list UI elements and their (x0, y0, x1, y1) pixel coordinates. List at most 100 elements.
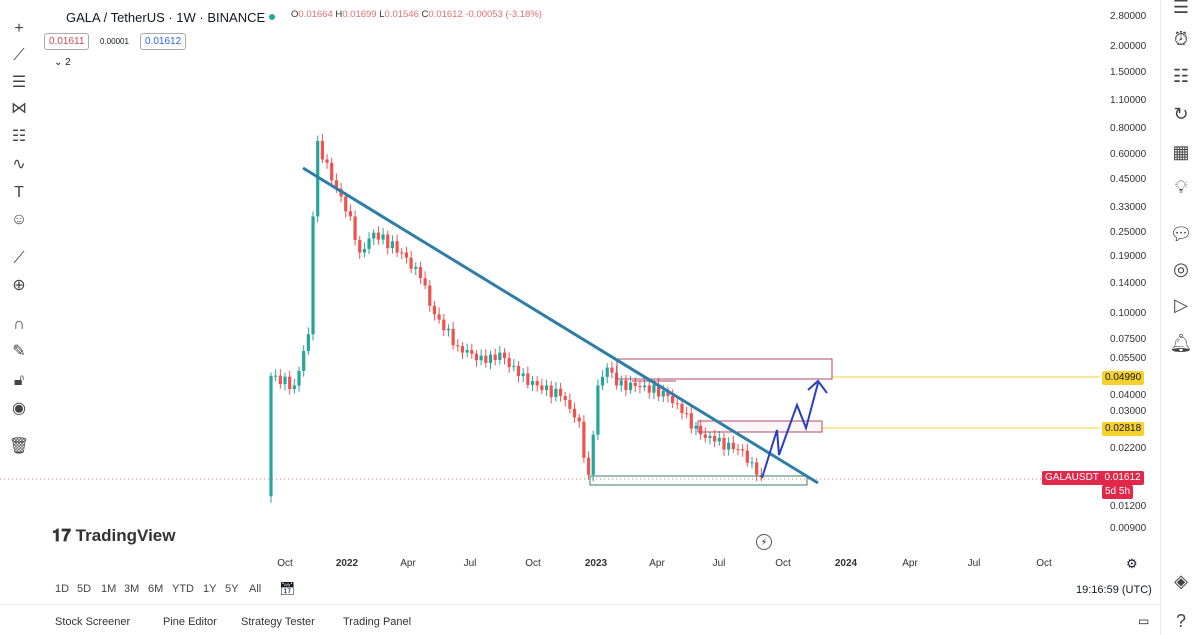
ruler-icon[interactable]: ⟋ (13, 250, 25, 267)
toolbar-divider (1160, 0, 1161, 635)
range-3m[interactable]: 3M (124, 583, 140, 595)
emoji-icon[interactable]: ☺ (10, 211, 28, 228)
candle-body (493, 354, 497, 360)
range-ytd[interactable]: YTD (172, 583, 194, 595)
hotlist-icon[interactable]: ↻ (1173, 104, 1189, 124)
candle-body (395, 241, 399, 253)
candle-body (722, 437, 726, 450)
utc-clock[interactable]: 19:16:59 (UTC) (1076, 584, 1152, 596)
l-label: L (379, 9, 385, 20)
price-label: 0.05500 (1110, 352, 1147, 364)
streams-icon[interactable]: ◎ (1173, 259, 1189, 279)
candle-body (292, 385, 296, 390)
calendar-icon[interactable]: ▦ (1172, 142, 1190, 162)
candle-body (507, 358, 511, 368)
price-label: 1.50000 (1110, 66, 1147, 78)
candle-body (535, 381, 539, 386)
trendline-icon[interactable]: ⟋ (13, 47, 25, 64)
time-label: Apr (400, 558, 416, 569)
close-value: 0.01612 (428, 9, 463, 20)
text-icon[interactable]: T (14, 184, 24, 201)
price-chart[interactable] (0, 0, 1100, 550)
watchlist-icon[interactable]: ☰ (1172, 0, 1190, 17)
candle-body (600, 376, 605, 386)
layers-icon[interactable]: ◈ (1174, 571, 1188, 591)
eye-icon[interactable]: ◉ (12, 400, 26, 417)
candle-body (666, 390, 670, 396)
price-label: 0.00900 (1110, 522, 1147, 534)
candle-body (386, 234, 390, 249)
magnet-icon[interactable]: ∩ (13, 316, 25, 333)
ideas-icon[interactable]: 💡︎ (1174, 177, 1188, 197)
range-6m[interactable]: 6M (148, 583, 164, 595)
range-1y[interactable]: 1Y (203, 583, 217, 595)
price-label: 0.01200 (1110, 501, 1147, 513)
prediction-icon[interactable]: ☷ (11, 128, 27, 145)
resistance-box-2 (697, 420, 823, 433)
logo-text: TradingView (75, 526, 176, 545)
range-1m[interactable]: 1M (101, 583, 117, 595)
pattern-icon[interactable]: ⋈ (11, 100, 27, 117)
indicators-toggle[interactable]: ⌄ 2 (54, 57, 71, 68)
last-price: 0.01612 (1104, 472, 1141, 483)
alarm-icon[interactable]: ⏰︎ (1173, 29, 1189, 49)
candle-body (568, 400, 572, 409)
candle-body (582, 421, 586, 458)
divider (0, 604, 1160, 605)
zoom-in-icon[interactable]: ⊕ (12, 277, 26, 294)
candle-body (736, 449, 740, 451)
trash-icon[interactable]: 🗑︎ (8, 438, 30, 455)
ohlc-values: O0.01664 H0.01699 L0.01546 C0.01612 -0.0… (291, 9, 542, 20)
tab-trading-panel[interactable]: Trading Panel (343, 616, 412, 628)
buy-price-button[interactable]: 0.01612 (140, 33, 187, 50)
projection-arrow (761, 382, 819, 479)
o-label: O (291, 9, 299, 20)
candle-body (320, 140, 324, 160)
data-window-icon[interactable]: ☷ (1172, 66, 1190, 86)
time-label: Oct (277, 558, 293, 569)
bar-countdown: 5d 5h (1102, 485, 1134, 499)
broadcast-icon[interactable]: ▷ (1174, 295, 1188, 315)
candle-body (512, 365, 516, 368)
range-5y[interactable]: 5Y (225, 583, 239, 595)
range-1d[interactable]: 1D (55, 583, 70, 595)
maximize-panel-icon[interactable]: ▭ (1138, 614, 1150, 628)
candle-body (297, 370, 301, 386)
range-all[interactable]: All (249, 583, 262, 595)
chat-icon[interactable]: 💬︎ (1169, 224, 1193, 244)
help-icon[interactable]: ? (1175, 611, 1186, 631)
lock-icon[interactable]: 🔓︎ (13, 372, 25, 389)
time-label: 2023 (584, 558, 608, 569)
settings-gear-icon[interactable]: ⚙ (1126, 556, 1138, 571)
candle-body (451, 328, 455, 346)
candle-body (442, 319, 446, 331)
tab-stock-screener[interactable]: Stock Screener (55, 616, 131, 628)
lock-drawing-icon[interactable]: ✎ (12, 343, 26, 360)
lightning-icon[interactable]: ⚡︎ (756, 534, 772, 550)
arrowhead-icon (807, 379, 828, 394)
date-range-calendar-icon[interactable]: 📅︎ (279, 581, 296, 596)
sell-price-button[interactable]: 0.01611 (44, 33, 90, 50)
tab-pine-editor[interactable]: Pine Editor (163, 616, 217, 628)
tab-strategy-tester[interactable]: Strategy Tester (241, 616, 315, 628)
price-label: 0.10000 (1110, 308, 1147, 320)
brush-icon[interactable]: ∿ (12, 156, 26, 173)
fib-icon[interactable]: ☰ (11, 74, 27, 91)
candle-body (372, 232, 376, 239)
candle-body (745, 450, 749, 463)
price-label: 0.03000 (1110, 405, 1147, 417)
candle-body (661, 390, 665, 397)
time-label: Oct (1036, 558, 1052, 569)
tradingview-logo[interactable]: 𝟏𝟕 TradingView (52, 526, 175, 546)
candle-body (596, 385, 600, 435)
price-label: 2.00000 (1110, 41, 1147, 53)
range-5d[interactable]: 5D (77, 583, 92, 595)
candle-body (358, 239, 362, 253)
time-label: Jul (967, 558, 981, 569)
notifications-icon[interactable]: 🔔︎ (1169, 333, 1193, 353)
candle-body (437, 314, 441, 320)
crosshair-icon[interactable]: + (14, 20, 24, 37)
candle-body (685, 413, 689, 415)
price-label: 0.14000 (1110, 278, 1147, 290)
symbol-title[interactable]: GALA / TetherUS · 1W · BINANCE (66, 10, 266, 25)
